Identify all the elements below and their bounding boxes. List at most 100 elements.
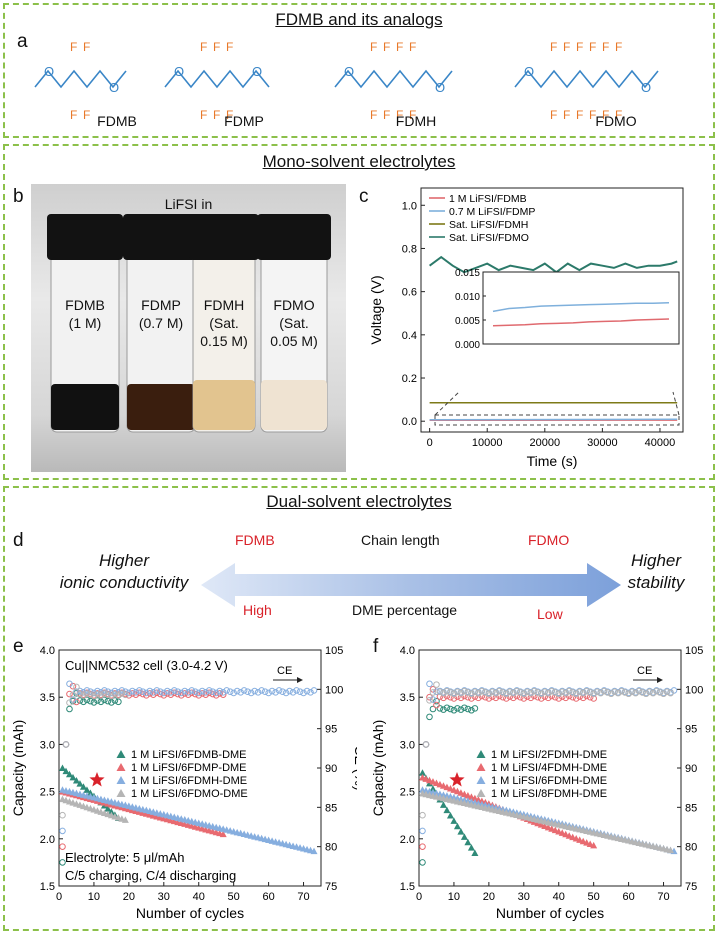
ce-point	[604, 689, 611, 696]
y-tick-label: 0.6	[402, 287, 417, 299]
ce-point	[195, 692, 203, 699]
ce-point	[426, 697, 433, 704]
ce-point	[90, 692, 98, 700]
ce-point	[111, 697, 119, 704]
ce-point	[181, 690, 189, 697]
ce-point	[76, 687, 84, 695]
legend-label-2: 0.7 M LiFSI/FDMP	[449, 206, 535, 218]
capacity-point	[450, 817, 458, 824]
legend-label-2: 1 M LiFSI/4FDMH-DME	[491, 762, 607, 774]
ce-point	[429, 705, 437, 713]
section-title-molecules: FDMB and its analogs	[275, 10, 443, 29]
vial-label-fdmp-line2: (0.7 M)	[138, 315, 184, 331]
ce-point	[191, 688, 199, 695]
vial-label-fdmo-line2: (Sat.	[279, 315, 309, 331]
y2-axis-label: CE (%)	[352, 745, 357, 790]
y2-tick-label: 100	[685, 684, 703, 696]
y-axis-label: Capacity (mAh)	[370, 720, 386, 816]
ce-point	[80, 698, 87, 706]
trend-left-label: Higher ionic conductivity	[49, 550, 199, 594]
legend-marker-2	[116, 763, 126, 771]
ce-label: CE	[277, 665, 292, 677]
ce-point	[66, 690, 73, 698]
fluorine-top: F	[383, 40, 390, 54]
fluorine-top: F	[602, 40, 609, 54]
trend-arrow	[201, 563, 621, 607]
y-tick-label: 3.5	[40, 692, 55, 704]
ce-point	[579, 689, 587, 697]
vial-label-fdmh-line3: 0.15 M)	[200, 333, 248, 349]
ce-point	[551, 689, 559, 696]
ce-point	[572, 690, 580, 698]
inset-y-tick-label: 0.015	[455, 268, 480, 279]
fluorine-bottom: F	[200, 108, 207, 122]
fluorine-bottom: F	[370, 108, 377, 122]
capacity-point	[443, 806, 451, 814]
ce-point	[611, 688, 618, 696]
ce-point	[97, 689, 105, 696]
ce-point	[174, 690, 182, 698]
y2-tick-label: 105	[325, 645, 343, 657]
ce-point	[569, 689, 577, 696]
oxygen-atom-right: O	[109, 80, 119, 95]
ce-point	[537, 690, 545, 698]
vials-photo: LiFSI in	[31, 184, 346, 472]
ce-point	[282, 689, 290, 697]
ce-point	[191, 690, 199, 698]
x-tick-label: 50	[588, 891, 600, 903]
ce-point	[475, 689, 482, 697]
x-axis-label: Number of cycles	[496, 905, 604, 921]
vial-fdmb	[47, 214, 123, 433]
fluorine-top: F	[396, 40, 403, 54]
ce-point	[293, 687, 300, 694]
ce-point	[108, 689, 115, 697]
x-tick-label: 50	[228, 891, 240, 903]
ce-point	[632, 689, 639, 697]
ce-point	[544, 689, 552, 697]
legend-label-2: 1 M LiFSI/6FDMP-DME	[131, 762, 247, 774]
ce-point	[174, 688, 182, 695]
ce-point	[97, 692, 105, 699]
vial-fdmo	[257, 214, 331, 433]
trend-right-top: FDMO	[528, 532, 570, 548]
oxygen-atom-left: O	[174, 64, 184, 79]
rate-annotation: C/5 charging, C/4 discharging	[65, 868, 236, 883]
section-mono-solvent: Mono-solvent electrolytes b c LiFSI in	[3, 144, 715, 480]
vial-label-fdmh: FDMH (Sat. 0.15 M)	[191, 296, 257, 350]
fluorine-bottom: F	[383, 108, 390, 122]
capacity-point	[453, 822, 461, 830]
ce-point	[660, 690, 667, 698]
ce-point	[87, 697, 94, 705]
molecule-backbone-fdmo	[514, 69, 659, 89]
y2-tick-label: 85	[325, 802, 337, 814]
legend-marker-2	[476, 763, 486, 771]
vials-photo-header: LiFSI in	[164, 196, 213, 212]
legend-label-1: 1 M LiFSI/6FDMB-DME	[131, 749, 247, 761]
ce-point	[101, 687, 108, 694]
x-tick-label: 60	[622, 891, 634, 903]
fluorine-top: F	[226, 40, 233, 54]
y-tick-label: 2.0	[400, 834, 415, 846]
ce-point	[447, 689, 454, 696]
ce-point	[457, 689, 465, 697]
ce-point	[492, 689, 500, 697]
zoom-connector-right	[672, 391, 680, 416]
fluorine-bottom: F	[83, 108, 90, 122]
x-tick-label: 10000	[472, 437, 503, 449]
y2-tick-label: 85	[685, 802, 697, 814]
ce-point	[447, 705, 454, 713]
ce-point	[177, 689, 185, 697]
ce-point	[562, 689, 570, 697]
ce-point	[279, 688, 286, 695]
legend-marker-4	[116, 789, 126, 797]
ce-point	[115, 692, 122, 699]
inset-y-tick-label: 0.010	[455, 292, 480, 303]
y-tick-label: 1.5	[40, 881, 55, 893]
x-tick-label: 10	[448, 891, 460, 903]
fluorine-bottom: F	[576, 108, 583, 122]
x-tick-label: 20000	[530, 437, 561, 449]
trend-left-bottom: High	[243, 602, 272, 618]
ce-point	[422, 741, 430, 748]
ce-point	[496, 687, 503, 695]
